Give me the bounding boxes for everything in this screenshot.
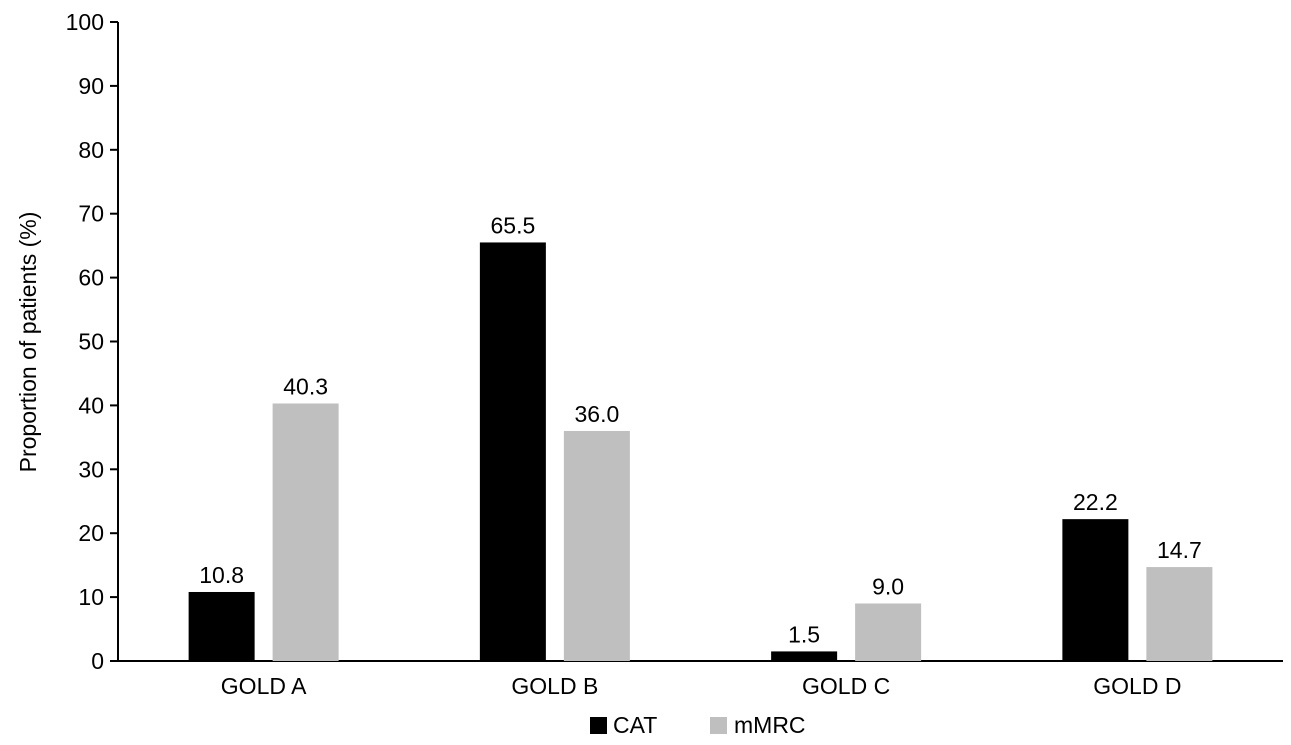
bar-cat-gold-c [771, 651, 838, 661]
legend-label-cat: CAT [613, 712, 657, 738]
x-tick-label: GOLD C [802, 673, 890, 699]
y-axis-title-group: Proportion of patients (%) [15, 212, 41, 473]
bar-mmrc-gold-a [272, 403, 339, 661]
x-tick-label: GOLD D [1093, 673, 1181, 699]
x-tick-label: GOLD B [511, 673, 598, 699]
y-axis: 0 10 20 30 40 50 60 70 80 90 100 [66, 9, 119, 674]
y-tick-label: 60 [78, 265, 104, 291]
bar-cat-gold-a [188, 591, 255, 661]
legend-swatch-cat [590, 717, 607, 734]
bars [188, 242, 1213, 661]
legend: CAT mMRC [590, 712, 806, 738]
bar-mmrc-gold-c [855, 603, 922, 661]
data-label: 36.0 [574, 401, 619, 427]
data-label: 9.0 [872, 573, 904, 599]
y-tick-label: 80 [78, 137, 104, 163]
data-label: 10.8 [199, 562, 244, 588]
data-label: 22.2 [1073, 489, 1118, 515]
bar-mmrc-gold-d [1146, 567, 1213, 661]
y-tick-label: 30 [78, 456, 104, 482]
y-tick-label: 100 [66, 9, 104, 35]
data-label: 40.3 [283, 373, 328, 399]
legend-swatch-mmrc [710, 717, 727, 734]
data-label: 1.5 [788, 621, 820, 647]
x-tick-label: GOLD A [221, 673, 307, 699]
category-labels: GOLD A GOLD B GOLD C GOLD D [221, 673, 1182, 699]
bar-cat-gold-b [479, 242, 546, 661]
y-tick-label: 0 [91, 648, 104, 674]
bar-mmrc-gold-b [563, 430, 630, 661]
y-tick-label: 10 [78, 584, 104, 610]
data-label: 14.7 [1157, 537, 1202, 563]
y-tick-label: 70 [78, 201, 104, 227]
data-label: 65.5 [490, 212, 535, 238]
y-tick-label: 90 [78, 73, 104, 99]
data-labels: 10.8 40.3 65.5 36.0 1.5 9.0 22.2 14.7 [199, 212, 1202, 647]
bar-cat-gold-d [1062, 519, 1129, 661]
y-axis-title: Proportion of patients (%) [15, 212, 41, 473]
legend-label-mmrc: mMRC [734, 712, 806, 738]
y-tick-label: 20 [78, 520, 104, 546]
y-tick-label: 40 [78, 392, 104, 418]
y-tick-label: 50 [78, 329, 104, 355]
